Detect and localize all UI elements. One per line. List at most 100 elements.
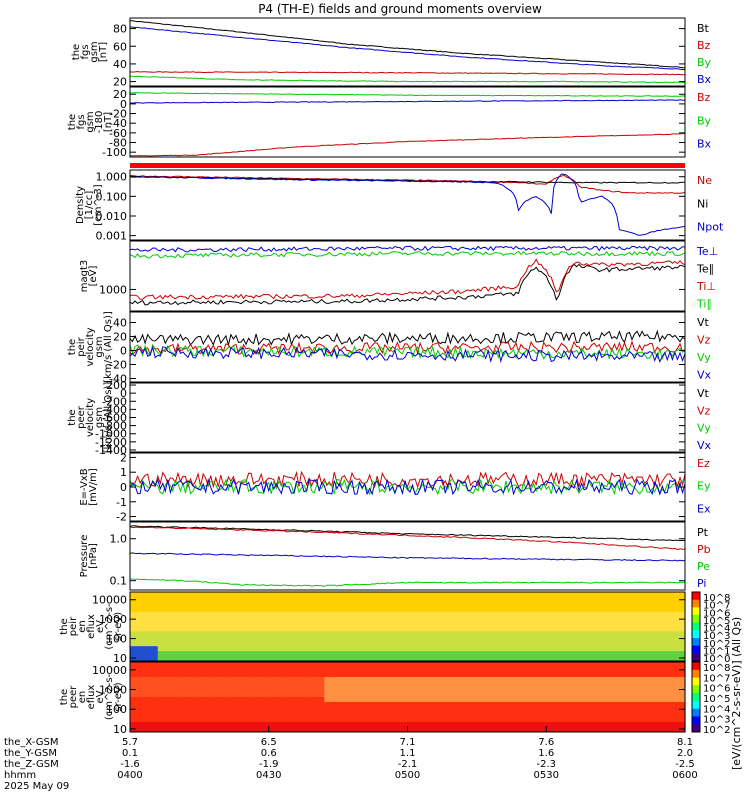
heatmap-cell [370, 611, 381, 618]
heatmap-cell [611, 707, 621, 713]
heatmap-cell [389, 707, 399, 713]
heatmap-cell [185, 636, 196, 642]
heatmap-cell [287, 596, 298, 603]
heatmap-cell [268, 592, 279, 598]
heatmap-cell [463, 672, 473, 678]
heatmap-cell [287, 662, 298, 668]
colorbar-tick: 10^5 [703, 694, 730, 705]
heatmap-cell [564, 656, 575, 662]
heatmap-cell [546, 682, 557, 688]
heatmap-cell [611, 692, 621, 698]
heatmap-cell [231, 662, 242, 668]
heatmap-cell [278, 677, 288, 683]
heatmap-cell [657, 616, 668, 622]
heatmap-cell [435, 707, 446, 713]
colorbar-peer: 10^810^710^610^510^410^310^2 [691, 661, 730, 736]
heatmap-cell [130, 641, 140, 647]
heatmap-cell [574, 611, 584, 618]
legend-entry: Pt [697, 526, 709, 539]
heatmap-cell [370, 722, 381, 728]
series-line-temp-Te∥ [129, 263, 686, 306]
heatmap-cell [537, 727, 547, 733]
heatmap-cell [278, 667, 288, 673]
heatmap-cell [555, 677, 566, 683]
heatmap-cell [574, 606, 584, 613]
heatmap-cell [564, 611, 575, 618]
heatmap-cell [315, 596, 325, 603]
heatmap-cell [546, 636, 557, 642]
heatmap-cell [648, 601, 658, 608]
heatmap-cell [259, 601, 270, 608]
heatmap-cell [527, 667, 538, 673]
heatmap-cell [361, 641, 372, 647]
heatmap-cell [546, 702, 557, 708]
heatmap-cell [675, 682, 686, 688]
heatmap-cell [564, 682, 575, 688]
heatmap-cell [278, 592, 288, 598]
heatmap-cell [379, 707, 390, 713]
heatmap-cell [315, 621, 325, 627]
heatmap-cell [472, 616, 483, 622]
heatmap-cell [490, 692, 501, 698]
heatmap-cell [537, 717, 547, 723]
heatmap-cell [500, 727, 510, 733]
heatmap-cell [666, 717, 677, 723]
heatmap-cell [398, 697, 409, 703]
heatmap-cell [130, 682, 140, 688]
heatmap-cell [222, 712, 233, 718]
heatmap-cell [148, 722, 159, 728]
heatmap-cell [398, 677, 409, 683]
heatmap-cell [213, 667, 224, 673]
heatmap-cell [453, 596, 464, 603]
heatmap-cell [176, 626, 187, 632]
heatmap-cell [268, 682, 279, 688]
heatmap-cell [509, 712, 520, 718]
heatmap-cell [666, 631, 677, 637]
heatmap-cell [537, 651, 547, 657]
heatmap-cell [389, 667, 399, 673]
heatmap-cell [250, 641, 261, 647]
heatmap-cell [213, 601, 224, 608]
heatmap-cell [481, 717, 492, 723]
heatmap-cell [426, 656, 436, 662]
legend-entry: Pe [697, 560, 710, 573]
heatmap-cell [592, 631, 603, 637]
heatmap-cell [176, 631, 187, 637]
heatmap-cell [592, 717, 603, 723]
heatmap-cell [435, 687, 446, 693]
heatmap-cell [268, 662, 279, 668]
heatmap-cell [213, 611, 224, 618]
heatmap-cell [648, 687, 658, 693]
heatmap-cell [157, 606, 168, 613]
heatmap-cell [268, 672, 279, 678]
heatmap-cell [675, 621, 686, 627]
heatmap-cell [629, 592, 640, 598]
heatmap-cell [444, 616, 455, 622]
heatmap-cell [204, 697, 214, 703]
heatmap-cell [222, 651, 233, 657]
heatmap-cell [555, 697, 566, 703]
heatmap-cell [296, 672, 307, 678]
heatmap-cell [241, 641, 251, 647]
heatmap-cell [379, 662, 390, 668]
heatmap-cell [213, 646, 224, 652]
heatmap-cell [204, 667, 214, 673]
heatmap-cell [204, 592, 214, 598]
heatmap-cell [204, 672, 214, 678]
heatmap-cell [416, 697, 427, 703]
heatmap-cell [185, 641, 196, 647]
heatmap-cell [148, 702, 159, 708]
heatmap-cell [333, 641, 344, 647]
heatmap-cell [555, 687, 566, 693]
heatmap-cell [592, 692, 603, 698]
legend-entry: Te⊥ [696, 245, 718, 258]
heatmap-cell [435, 621, 446, 627]
y-tick-label: 10 [113, 723, 127, 736]
heatmap-cell [176, 646, 187, 652]
flag-bar [130, 163, 685, 168]
heatmap-cell [315, 616, 325, 622]
heatmap-cell [574, 596, 584, 603]
heatmap-cell [555, 621, 566, 627]
heatmap-cell [407, 641, 418, 647]
heatmap-cell [370, 692, 381, 698]
